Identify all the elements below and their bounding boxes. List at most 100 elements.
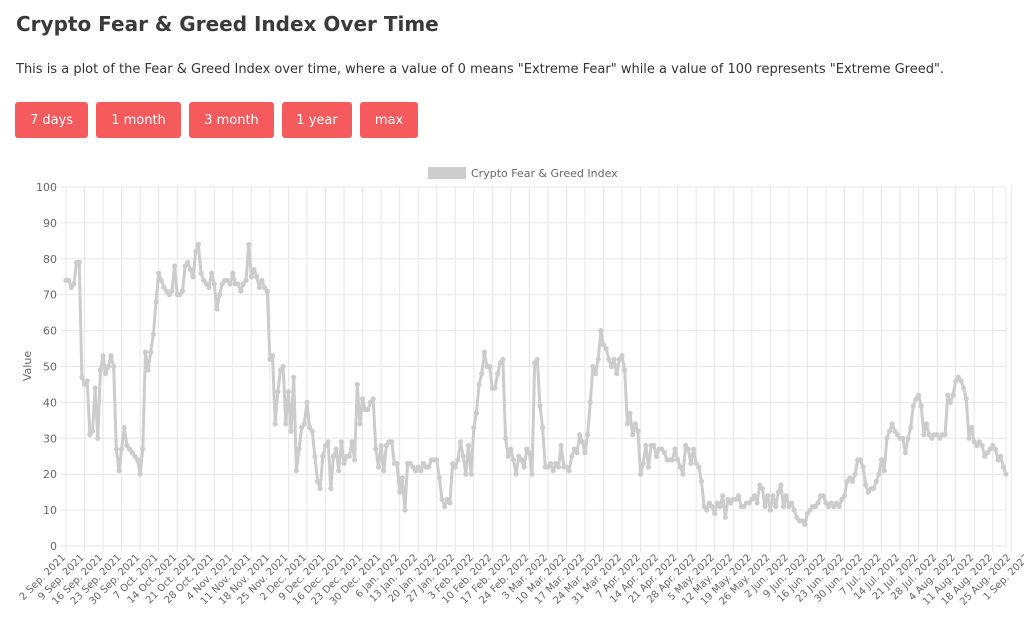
data-point[interactable] — [116, 468, 122, 474]
data-point[interactable] — [754, 500, 760, 506]
data-point[interactable] — [780, 503, 787, 510]
data-point[interactable] — [134, 457, 141, 463]
data-point[interactable] — [900, 435, 906, 441]
range-3-month-button[interactable]: 3 month — [189, 102, 274, 138]
data-point[interactable] — [600, 342, 607, 348]
data-point[interactable] — [243, 277, 249, 283]
data-point[interactable] — [918, 403, 924, 409]
data-point[interactable] — [672, 446, 678, 452]
data-point[interactable] — [68, 284, 74, 291]
data-point[interactable] — [757, 482, 763, 488]
data-point[interactable] — [836, 503, 842, 510]
data-point[interactable] — [259, 277, 265, 283]
data-point[interactable] — [788, 500, 795, 506]
data-point[interactable] — [383, 442, 389, 449]
data-point[interactable] — [534, 356, 540, 362]
data-point[interactable] — [582, 450, 588, 456]
range-7-days-button[interactable]: 7 days — [15, 102, 88, 138]
data-point[interactable] — [312, 453, 318, 459]
data-point[interactable] — [145, 367, 151, 373]
range-max-button[interactable]: max — [360, 102, 418, 138]
data-point[interactable] — [518, 457, 525, 463]
data-point[interactable] — [553, 460, 559, 467]
data-point[interactable] — [1003, 471, 1009, 477]
data-point[interactable] — [455, 457, 461, 463]
data-point[interactable] — [635, 428, 641, 434]
data-point[interactable] — [770, 493, 776, 499]
data-point[interactable] — [336, 468, 342, 474]
data-point[interactable] — [701, 503, 707, 510]
data-point[interactable] — [473, 410, 480, 416]
data-point[interactable] — [166, 292, 172, 298]
data-point[interactable] — [728, 500, 734, 506]
data-point[interactable] — [759, 485, 765, 492]
data-point[interactable] — [913, 396, 919, 402]
data-point[interactable] — [267, 356, 273, 362]
data-point[interactable] — [860, 464, 866, 470]
data-point[interactable] — [502, 435, 509, 441]
data-point[interactable] — [322, 442, 329, 449]
data-point[interactable] — [264, 288, 270, 294]
data-point[interactable] — [704, 507, 710, 513]
data-point[interactable] — [651, 442, 657, 449]
data-point[interactable] — [256, 284, 262, 291]
data-point[interactable] — [206, 284, 212, 291]
data-point[interactable] — [579, 439, 585, 445]
data-point[interactable] — [89, 428, 96, 434]
data-point[interactable] — [563, 464, 570, 470]
data-point[interactable] — [198, 270, 204, 276]
data-point[interactable] — [876, 471, 882, 477]
data-point[interactable] — [934, 432, 940, 438]
data-point[interactable] — [741, 503, 747, 510]
data-point[interactable] — [577, 432, 583, 438]
data-point[interactable] — [950, 392, 956, 398]
data-point[interactable] — [415, 464, 421, 470]
data-point[interactable] — [193, 249, 199, 255]
data-point[interactable] — [894, 432, 901, 438]
data-point[interactable] — [179, 288, 186, 294]
data-point[interactable] — [251, 266, 257, 273]
data-point[interactable] — [444, 496, 450, 502]
data-point[interactable] — [119, 446, 125, 452]
data-point[interactable] — [902, 450, 908, 456]
data-point[interactable] — [929, 435, 935, 441]
data-point[interactable] — [296, 446, 302, 452]
data-point[interactable] — [963, 396, 969, 402]
data-point[interactable] — [412, 468, 419, 474]
data-point[interactable] — [574, 450, 580, 456]
data-point[interactable] — [367, 399, 374, 405]
data-point[interactable] — [148, 349, 154, 355]
data-point[interactable] — [521, 464, 527, 470]
chart-legend[interactable]: Crypto Fear & Greed Index — [428, 167, 618, 180]
data-point[interactable] — [126, 446, 133, 452]
data-point[interactable] — [463, 471, 469, 477]
data-point[interactable] — [272, 421, 278, 427]
data-point[interactable] — [966, 435, 972, 441]
data-point[interactable] — [187, 266, 194, 273]
data-point[interactable] — [211, 281, 217, 287]
data-point[interactable] — [317, 485, 323, 492]
data-point[interactable] — [359, 396, 366, 402]
data-point[interactable] — [794, 514, 800, 520]
data-point[interactable] — [227, 281, 233, 287]
data-point[interactable] — [307, 424, 313, 431]
data-point[interactable] — [611, 356, 617, 362]
data-point[interactable] — [513, 471, 519, 477]
data-point[interactable] — [961, 385, 967, 391]
data-point[interactable] — [420, 460, 427, 467]
data-point[interactable] — [452, 464, 458, 470]
data-point[interactable] — [566, 468, 572, 474]
data-point[interactable] — [529, 471, 535, 477]
data-point[interactable] — [524, 446, 530, 452]
data-point[interactable] — [775, 489, 781, 495]
data-point[interactable] — [630, 432, 636, 438]
data-point[interactable] — [624, 421, 630, 427]
data-point[interactable] — [510, 457, 517, 463]
data-point[interactable] — [987, 446, 993, 452]
data-point[interactable] — [908, 424, 914, 431]
data-point[interactable] — [224, 277, 231, 283]
data-point[interactable] — [645, 464, 652, 470]
data-point[interactable] — [182, 263, 188, 269]
data-point[interactable] — [547, 460, 554, 467]
data-point[interactable] — [587, 399, 593, 405]
